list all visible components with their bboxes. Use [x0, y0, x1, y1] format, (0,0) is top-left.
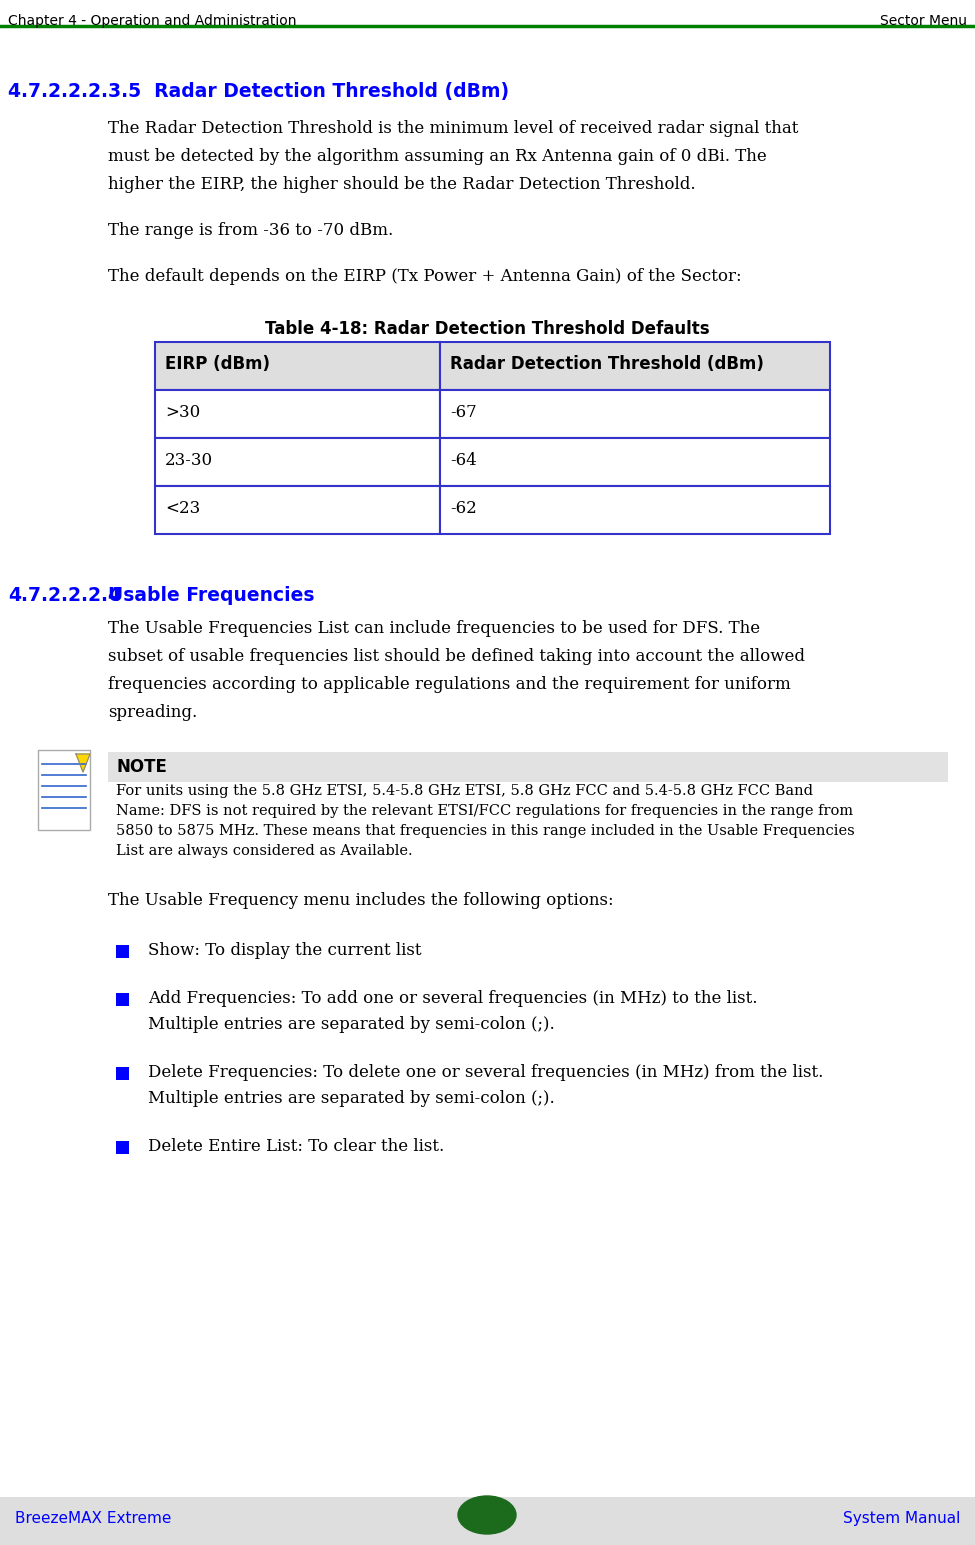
- Text: 4.7.2.2.2.4: 4.7.2.2.2.4: [8, 586, 121, 606]
- Text: Name: DFS is not required by the relevant ETSI/FCC regulations for frequencies i: Name: DFS is not required by the relevan…: [116, 803, 853, 817]
- Bar: [155, 341, 440, 389]
- Bar: [155, 437, 440, 487]
- Text: -67: -67: [450, 403, 477, 420]
- Bar: [108, 752, 948, 782]
- Bar: [440, 437, 830, 487]
- Text: For units using the 5.8 GHz ETSI, 5.4-5.8 GHz ETSI, 5.8 GHz FCC and 5.4-5.8 GHz : For units using the 5.8 GHz ETSI, 5.4-5.…: [116, 783, 813, 799]
- Bar: [0, 1497, 975, 1545]
- Text: EIRP (dBm): EIRP (dBm): [165, 355, 270, 372]
- Bar: [440, 341, 830, 389]
- Text: higher the EIRP, the higher should be the Radar Detection Threshold.: higher the EIRP, the higher should be th…: [108, 176, 695, 193]
- Bar: [155, 487, 440, 535]
- Text: subset of usable frequencies list should be defined taking into account the allo: subset of usable frequencies list should…: [108, 647, 805, 664]
- Text: BreezeMAX Extreme: BreezeMAX Extreme: [15, 1511, 172, 1526]
- Text: frequencies according to applicable regulations and the requirement for uniform: frequencies according to applicable regu…: [108, 677, 791, 694]
- Bar: [440, 487, 830, 535]
- Text: spreading.: spreading.: [108, 705, 197, 722]
- Text: >30: >30: [165, 403, 200, 420]
- Text: The range is from -36 to -70 dBm.: The range is from -36 to -70 dBm.: [108, 222, 393, 239]
- Text: Radar Detection Threshold (dBm): Radar Detection Threshold (dBm): [450, 355, 763, 372]
- Ellipse shape: [458, 1496, 516, 1534]
- Text: Add Frequencies: To add one or several frequencies (in MHz) to the list.: Add Frequencies: To add one or several f…: [148, 990, 758, 1007]
- Bar: [440, 389, 830, 437]
- Bar: [116, 1142, 129, 1154]
- Bar: [155, 389, 440, 437]
- Text: Chapter 4 - Operation and Administration: Chapter 4 - Operation and Administration: [8, 14, 296, 28]
- Text: Table 4-18: Radar Detection Threshold Defaults: Table 4-18: Radar Detection Threshold De…: [264, 320, 710, 338]
- Bar: [116, 1068, 129, 1080]
- Text: 23-30: 23-30: [165, 453, 214, 470]
- Text: <23: <23: [165, 501, 200, 518]
- Bar: [116, 993, 129, 1006]
- Polygon shape: [76, 754, 90, 772]
- Text: The default depends on the EIRP (Tx Power + Antenna Gain) of the Sector:: The default depends on the EIRP (Tx Powe…: [108, 267, 742, 284]
- Text: -62: -62: [450, 501, 477, 518]
- Text: Sector Menu: Sector Menu: [880, 14, 967, 28]
- Text: The Radar Detection Threshold is the minimum level of received radar signal that: The Radar Detection Threshold is the min…: [108, 121, 799, 138]
- Text: 5850 to 5875 MHz. These means that frequencies in this range included in the Usa: 5850 to 5875 MHz. These means that frequ…: [116, 823, 855, 837]
- Text: System Manual: System Manual: [842, 1511, 960, 1526]
- Bar: [38, 749, 90, 830]
- Text: 4.7.2.2.2.3.5  Radar Detection Threshold (dBm): 4.7.2.2.2.3.5 Radar Detection Threshold …: [8, 82, 509, 100]
- Text: Show: To display the current list: Show: To display the current list: [148, 942, 421, 959]
- Text: The Usable Frequency menu includes the following options:: The Usable Frequency menu includes the f…: [108, 891, 613, 908]
- Text: The Usable Frequencies List can include frequencies to be used for DFS. The: The Usable Frequencies List can include …: [108, 620, 761, 637]
- Text: Multiple entries are separated by semi-colon (;).: Multiple entries are separated by semi-c…: [148, 1017, 555, 1034]
- Text: -64: -64: [450, 453, 477, 470]
- Text: List are always considered as Available.: List are always considered as Available.: [116, 844, 412, 857]
- Text: Multiple entries are separated by semi-colon (;).: Multiple entries are separated by semi-c…: [148, 1091, 555, 1108]
- Bar: [116, 946, 129, 958]
- Text: must be detected by the algorithm assuming an Rx Antenna gain of 0 dBi. The: must be detected by the algorithm assumi…: [108, 148, 766, 165]
- Text: NOTE: NOTE: [116, 759, 167, 776]
- Text: Delete Frequencies: To delete one or several frequencies (in MHz) from the list.: Delete Frequencies: To delete one or sev…: [148, 1065, 823, 1082]
- Text: Delete Entire List: To clear the list.: Delete Entire List: To clear the list.: [148, 1139, 445, 1156]
- Text: 132: 132: [473, 1506, 501, 1522]
- Text: Usable Frequencies: Usable Frequencies: [108, 586, 315, 606]
